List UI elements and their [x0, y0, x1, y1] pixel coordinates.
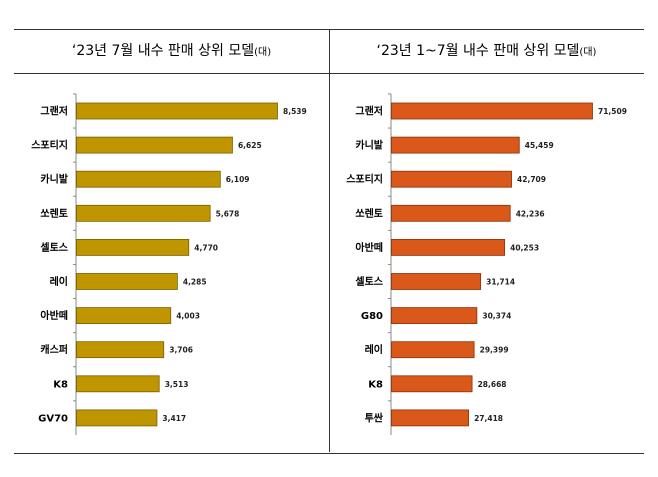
left-bar — [76, 375, 160, 393]
right-value-label: 42,236 — [516, 209, 545, 218]
right-value-label: 40,253 — [510, 243, 539, 252]
right-chart-title-text: ‘23년 1~7월 내수 판매 상위 모델 — [376, 43, 580, 59]
left-category-label: 셀토스 — [40, 241, 68, 254]
left-category-label: K8 — [53, 379, 68, 390]
left-value-label: 6,625 — [238, 141, 262, 150]
left-category-label: GV70 — [38, 413, 68, 424]
column-divider — [329, 29, 330, 452]
left-category-label: 카니발 — [40, 173, 68, 186]
right-bar — [391, 170, 512, 188]
left-value-label: 4,285 — [183, 278, 207, 287]
right-bar — [391, 102, 593, 120]
right-category-label: 카니발 — [355, 139, 383, 152]
left-chart-title-text: ‘23년 7월 내수 판매 상위 모델 — [71, 43, 255, 59]
left-bar — [76, 341, 165, 359]
right-category-label: G80 — [361, 311, 383, 322]
right-bar — [391, 238, 506, 256]
right-value-label: 71,509 — [598, 107, 627, 116]
right-value-label: 27,418 — [474, 414, 503, 423]
right-value-label: 45,459 — [525, 141, 554, 150]
left-bar — [76, 102, 278, 120]
left-category-label: 레이 — [50, 275, 68, 288]
right-value-label: 29,399 — [480, 346, 509, 355]
left-chart-title: ‘23년 7월 내수 판매 상위 모델(대) — [14, 40, 329, 60]
right-value-label: 28,668 — [478, 380, 507, 389]
right-value-label: 30,374 — [482, 312, 511, 321]
left-bar — [76, 136, 233, 154]
left-value-label: 6,109 — [226, 175, 250, 184]
right-bar — [391, 341, 475, 359]
right-category-label: K8 — [368, 379, 383, 390]
right-value-label: 42,709 — [517, 175, 546, 184]
left-bar — [76, 204, 211, 222]
right-chart-unit: (대) — [579, 47, 597, 58]
right-bar — [391, 409, 469, 427]
left-bar — [76, 170, 221, 188]
right-bar — [391, 273, 482, 290]
right-category-label: 아반떼 — [355, 241, 383, 254]
left-bar — [76, 307, 172, 325]
left-chart-unit: (대) — [254, 47, 272, 58]
right-bar — [391, 204, 511, 222]
left-category-label: 스포티지 — [31, 139, 68, 152]
left-category-label: 아반떼 — [40, 309, 68, 322]
right-category-label: 그랜저 — [355, 105, 383, 118]
left-value-label: 4,770 — [194, 243, 218, 252]
left-category-label: 그랜저 — [40, 105, 68, 118]
right-bar — [391, 307, 478, 325]
left-bar — [76, 238, 190, 256]
right-category-label: 투싼 — [365, 411, 384, 424]
right-bar — [391, 375, 473, 393]
right-category-label: 스포티지 — [346, 173, 383, 186]
right-bar — [391, 136, 520, 154]
left-value-label: 3,706 — [169, 346, 193, 355]
left-value-label: 5,678 — [216, 209, 240, 218]
left-value-label: 3,513 — [165, 380, 189, 389]
right-chart-title: ‘23년 1~7월 내수 판매 상위 모델(대) — [329, 40, 644, 60]
right-value-label: 31,714 — [486, 278, 515, 287]
left-bar-chart: 그랜저 8,539 스포티지 6,625 카니발 6,109 쏘렌토 5,678 셀토스 4,77… — [31, 93, 307, 435]
right-bar-chart: 그랜저 71,509 카니발 45,459 스포티지 42,709 쏘렌토 42,236 아반떼… — [346, 93, 627, 435]
left-bar — [76, 273, 178, 290]
left-category-label: 쏘렌토 — [40, 207, 68, 220]
right-category-label: 레이 — [365, 343, 383, 356]
left-category-label: 캐스퍼 — [40, 343, 68, 356]
left-value-label: 4,003 — [176, 312, 200, 321]
left-value-label: 8,539 — [283, 107, 307, 116]
right-category-label: 쏘렌토 — [355, 207, 383, 220]
left-value-label: 3,417 — [162, 414, 186, 423]
right-category-label: 셀토스 — [355, 275, 383, 288]
left-bar — [76, 409, 158, 427]
